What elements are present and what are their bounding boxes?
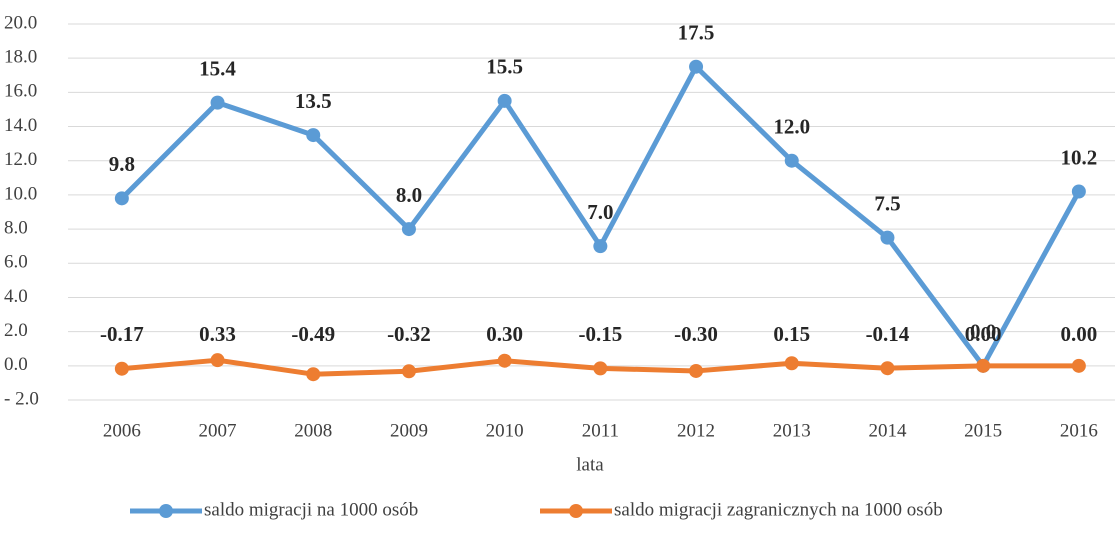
y-tick-label: 4.0 xyxy=(4,286,28,307)
data-label: 0.33 xyxy=(199,322,236,346)
y-tick-label: 0.0 xyxy=(4,354,28,375)
point xyxy=(1071,184,1086,199)
x-tick-label: 2008 xyxy=(294,420,332,441)
data-label: 0.00 xyxy=(965,322,1002,346)
x-tick-label: 2012 xyxy=(677,420,715,441)
data-label: -0.15 xyxy=(578,322,622,346)
point xyxy=(210,95,225,110)
y-tick-label: 8.0 xyxy=(4,217,28,238)
point xyxy=(114,191,129,206)
data-label: 8.0 xyxy=(396,183,422,207)
data-label: 0.0 xyxy=(970,320,996,344)
point xyxy=(210,353,225,368)
data-label: -0.14 xyxy=(866,322,910,346)
data-label: -0.17 xyxy=(100,322,144,346)
point xyxy=(880,230,895,245)
data-label: -0.32 xyxy=(387,322,431,346)
legend-marker xyxy=(159,504,173,518)
data-label: -0.49 xyxy=(291,322,335,346)
x-tick-label: 2015 xyxy=(964,420,1002,441)
data-label: 15.5 xyxy=(486,55,523,79)
data-label: 12.0 xyxy=(773,115,810,139)
x-tick-label: 2007 xyxy=(199,420,237,441)
data-label: 13.5 xyxy=(295,89,332,113)
x-tick-label: 2009 xyxy=(390,420,428,441)
point xyxy=(114,361,129,376)
point xyxy=(306,367,321,382)
y-tick-label: 10.0 xyxy=(4,183,37,204)
point xyxy=(306,128,321,143)
point xyxy=(593,239,608,254)
point xyxy=(784,153,799,168)
point xyxy=(976,358,991,373)
data-label: 9.8 xyxy=(109,152,135,176)
legend-label: saldo migracji zagranicznych na 1000 osó… xyxy=(614,499,943,520)
y-tick-label: 2.0 xyxy=(4,320,28,341)
point xyxy=(401,364,416,379)
point xyxy=(593,361,608,376)
legend-label: saldo migracji na 1000 osób xyxy=(204,499,418,520)
x-tick-label: 2013 xyxy=(773,420,811,441)
y-tick-label: 20.0 xyxy=(4,12,37,33)
point xyxy=(401,222,416,237)
y-tick-label: 14.0 xyxy=(4,115,37,136)
data-label: -0.30 xyxy=(674,322,718,346)
data-label: 0.00 xyxy=(1060,322,1097,346)
x-tick-label: 2011 xyxy=(582,420,619,441)
data-label: 15.4 xyxy=(199,56,236,80)
point xyxy=(689,59,704,74)
x-tick-label: 2016 xyxy=(1060,420,1098,441)
data-label: 7.0 xyxy=(587,200,613,224)
point xyxy=(497,93,512,108)
data-label: 17.5 xyxy=(678,21,715,45)
y-tick-label: 12.0 xyxy=(4,149,37,170)
point xyxy=(689,363,704,378)
point xyxy=(497,353,512,368)
y-tick-label: 16.0 xyxy=(4,81,37,102)
data-label: 10.2 xyxy=(1060,145,1097,169)
x-tick-label: 2010 xyxy=(486,420,524,441)
point xyxy=(1071,358,1086,373)
point xyxy=(880,361,895,376)
legend-marker xyxy=(569,504,583,518)
data-label: 0.30 xyxy=(486,322,523,346)
x-tick-label: 2014 xyxy=(868,420,907,441)
x-axis-title: lata xyxy=(576,454,604,475)
y-tick-label: - 2.0 xyxy=(4,388,39,409)
data-label: 7.5 xyxy=(874,191,900,215)
data-label: 0.15 xyxy=(773,322,810,346)
x-tick-label: 2006 xyxy=(103,420,141,441)
y-tick-label: 18.0 xyxy=(4,47,37,68)
point xyxy=(784,356,799,371)
y-tick-label: 6.0 xyxy=(4,252,28,273)
